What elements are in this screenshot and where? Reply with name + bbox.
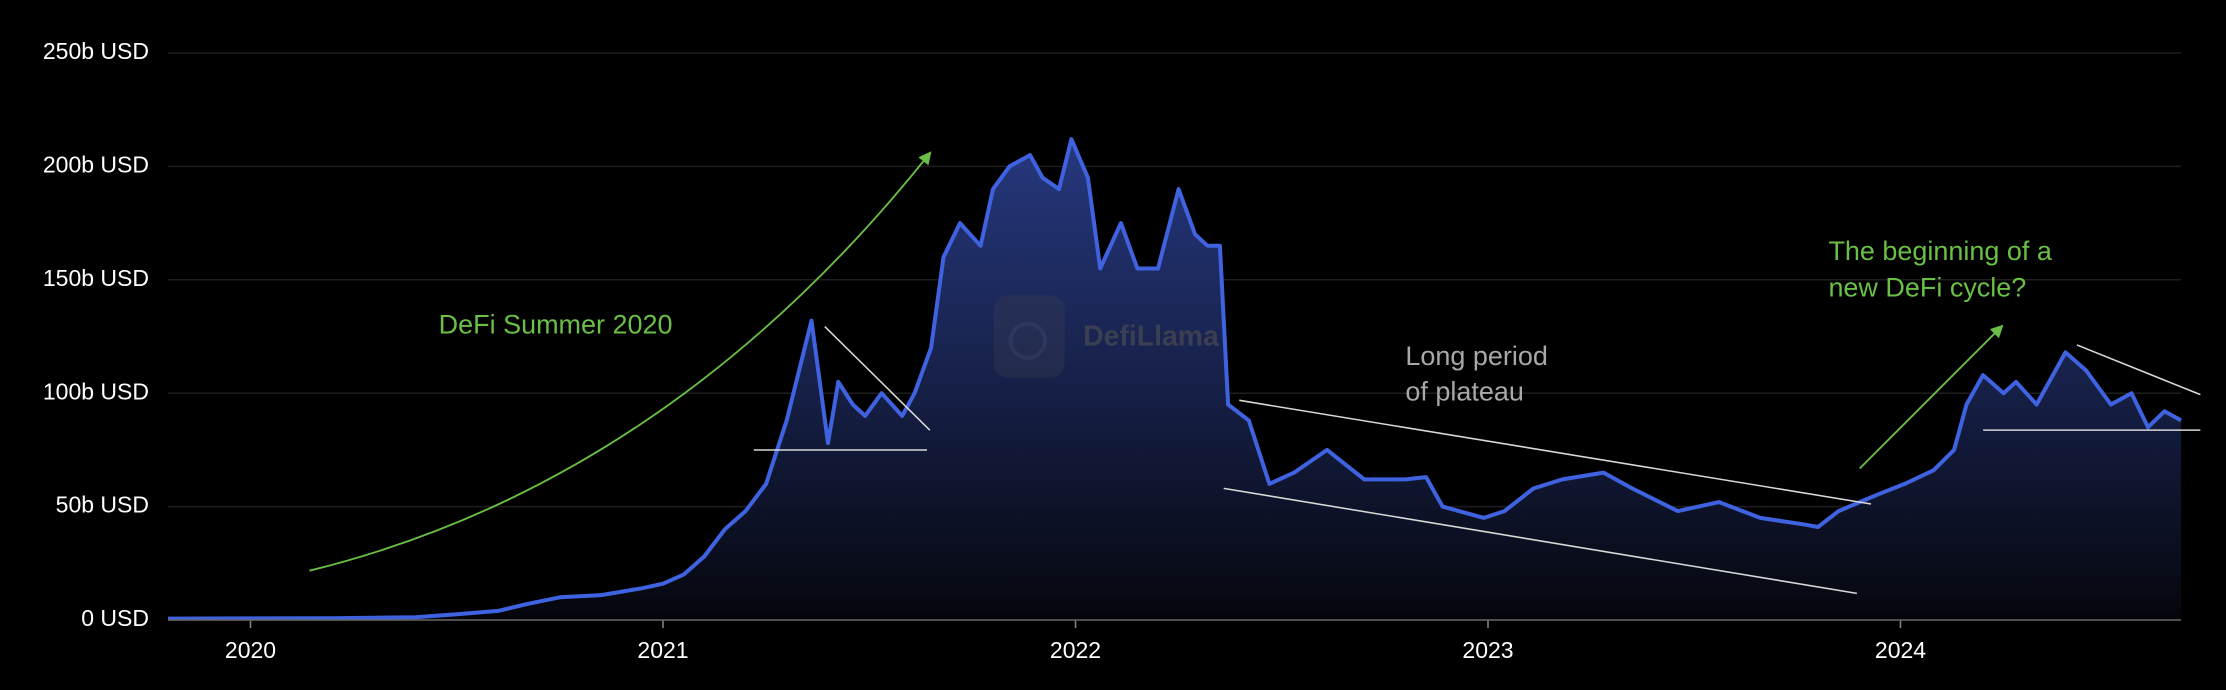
area [168,139,2181,620]
trend-line [2076,344,2201,396]
annotation: of plateau [1405,376,1523,406]
y-tick-label: 150b USD [43,265,149,291]
annotation-layer: DefiLlama DeFi Summer 2020 Long period o… [309,151,2201,595]
annotation: DeFi Summer 2020 [439,310,673,340]
trend-lines [753,325,2201,595]
plot-area: 0 USD 50b USD 100b USD 150b USD 200b USD 250b… [43,38,2182,663]
watermark: DefiLlama [1083,320,1219,352]
trend-line [1223,487,1857,595]
y-tick-label: 250b USD [43,38,149,64]
arrow [1859,324,2004,470]
trend-line [824,325,931,431]
y-tick-label: 100b USD [43,378,149,404]
watermark-logo [993,295,1065,378]
x-tick-label: 2022 [1050,637,1101,663]
x-tick-label: 2021 [637,637,688,663]
annotation: new DeFi cycle? [1828,273,2026,303]
y-tick-label: 50b USD [56,492,149,518]
arrow [309,151,932,572]
y-tick-label: 0 USD [81,605,149,631]
annotation: The beginning of a [1828,236,2051,266]
y-tick-label: 200b USD [43,151,149,177]
trend-line [1239,399,1872,505]
line [167,137,2182,621]
x-tick-label: 2020 [225,637,276,663]
annotation: Long period [1405,341,1547,371]
x-tick-label: 2023 [1462,637,1513,663]
x-tick-label: 2024 [1875,637,1926,663]
